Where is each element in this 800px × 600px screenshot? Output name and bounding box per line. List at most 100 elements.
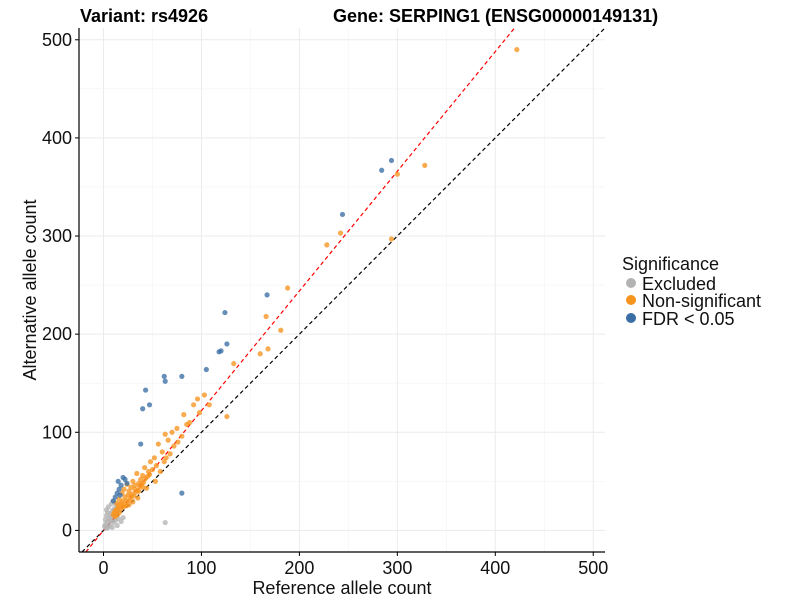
data-point	[102, 517, 109, 523]
y-tick-label: 300	[42, 226, 72, 246]
axes	[78, 28, 605, 553]
data-point	[122, 502, 128, 508]
data-point	[339, 211, 346, 218]
data-point	[126, 502, 132, 508]
data-point	[146, 471, 153, 478]
data-point	[216, 349, 222, 355]
data-point	[388, 236, 395, 242]
data-point	[191, 402, 197, 408]
x-tick-label: 300	[382, 558, 412, 578]
data-point	[263, 313, 269, 320]
data-point	[116, 486, 122, 492]
data-point	[174, 425, 180, 431]
data-point	[142, 465, 148, 471]
data-point	[140, 484, 146, 490]
data-point	[324, 242, 330, 248]
y-tick-label: 0	[62, 520, 72, 540]
data-points	[101, 46, 520, 532]
legend-swatch-excluded	[626, 278, 636, 288]
x-tick-label: 500	[578, 558, 608, 578]
data-point	[136, 488, 142, 494]
data-point	[101, 523, 108, 530]
data-point	[107, 517, 113, 524]
data-point	[285, 285, 291, 291]
data-point	[135, 495, 141, 501]
chart-title-gene: Gene: SERPING1 (ENSG00000149131)	[333, 6, 658, 26]
data-point	[124, 480, 130, 486]
legend-swatch-non-significant	[626, 295, 636, 305]
data-point	[187, 419, 193, 426]
tick-labels: 0 100 200 300 400 500 0 100 200 300 400 500	[42, 30, 608, 578]
data-point	[162, 431, 168, 437]
data-point	[141, 479, 147, 485]
data-point	[337, 230, 344, 236]
data-point	[161, 459, 167, 465]
data-point	[116, 496, 122, 502]
data-point	[171, 443, 177, 449]
data-point	[203, 366, 209, 373]
data-point	[132, 486, 138, 492]
data-point	[110, 498, 116, 504]
data-point	[201, 392, 207, 398]
legend: Significance Excluded Non-significant FD…	[622, 254, 761, 329]
data-point	[112, 494, 118, 500]
legend-label-fdr: FDR < 0.05	[642, 309, 735, 329]
data-point	[151, 455, 158, 461]
data-point	[132, 482, 138, 488]
data-point	[194, 396, 201, 402]
data-point	[179, 490, 185, 496]
data-point	[224, 413, 230, 420]
data-point	[124, 498, 130, 504]
data-point	[121, 486, 127, 492]
data-point	[206, 402, 212, 408]
data-point	[138, 441, 144, 447]
data-point	[153, 463, 159, 469]
legend-label-non-significant: Non-significant	[642, 291, 761, 311]
x-tick-label: 400	[480, 558, 510, 578]
legend-item-fdr: FDR < 0.05	[626, 309, 735, 329]
data-point	[278, 327, 284, 333]
y-tick-label: 200	[42, 324, 72, 344]
data-point	[257, 351, 263, 357]
data-point	[122, 476, 128, 482]
data-point	[222, 309, 228, 316]
legend-swatch-fdr	[626, 313, 636, 323]
data-point	[231, 360, 237, 367]
series-fdr-0-05	[110, 157, 395, 504]
data-point	[118, 482, 124, 488]
data-point	[422, 162, 428, 168]
data-point	[140, 406, 146, 412]
data-point	[118, 506, 124, 512]
data-point	[175, 439, 181, 445]
data-point	[394, 171, 400, 177]
legend-item-excluded: Excluded	[626, 274, 716, 294]
data-point	[162, 519, 168, 526]
data-point	[130, 478, 136, 484]
grid	[79, 28, 605, 552]
data-point	[149, 466, 156, 473]
data-point	[514, 46, 520, 53]
x-axis-label: Reference allele count	[252, 578, 431, 598]
data-point	[130, 499, 136, 505]
data-point	[169, 429, 175, 435]
legend-title: Significance	[622, 254, 719, 274]
x-tick-label: 0	[98, 558, 108, 578]
data-point	[103, 507, 110, 513]
y-axis-label: Alternative allele count	[20, 199, 40, 380]
data-point	[109, 524, 115, 531]
data-point	[159, 449, 165, 455]
data-point	[162, 378, 168, 384]
data-point	[146, 402, 153, 408]
data-point	[122, 494, 128, 500]
legend-label-excluded: Excluded	[642, 274, 716, 294]
data-point	[379, 167, 385, 173]
data-point	[128, 484, 134, 490]
data-point	[181, 412, 187, 418]
data-point	[265, 346, 271, 352]
data-point	[118, 518, 124, 525]
series-non-significant	[110, 46, 520, 520]
data-point	[115, 478, 121, 484]
data-point	[143, 387, 149, 393]
data-point	[264, 292, 270, 298]
